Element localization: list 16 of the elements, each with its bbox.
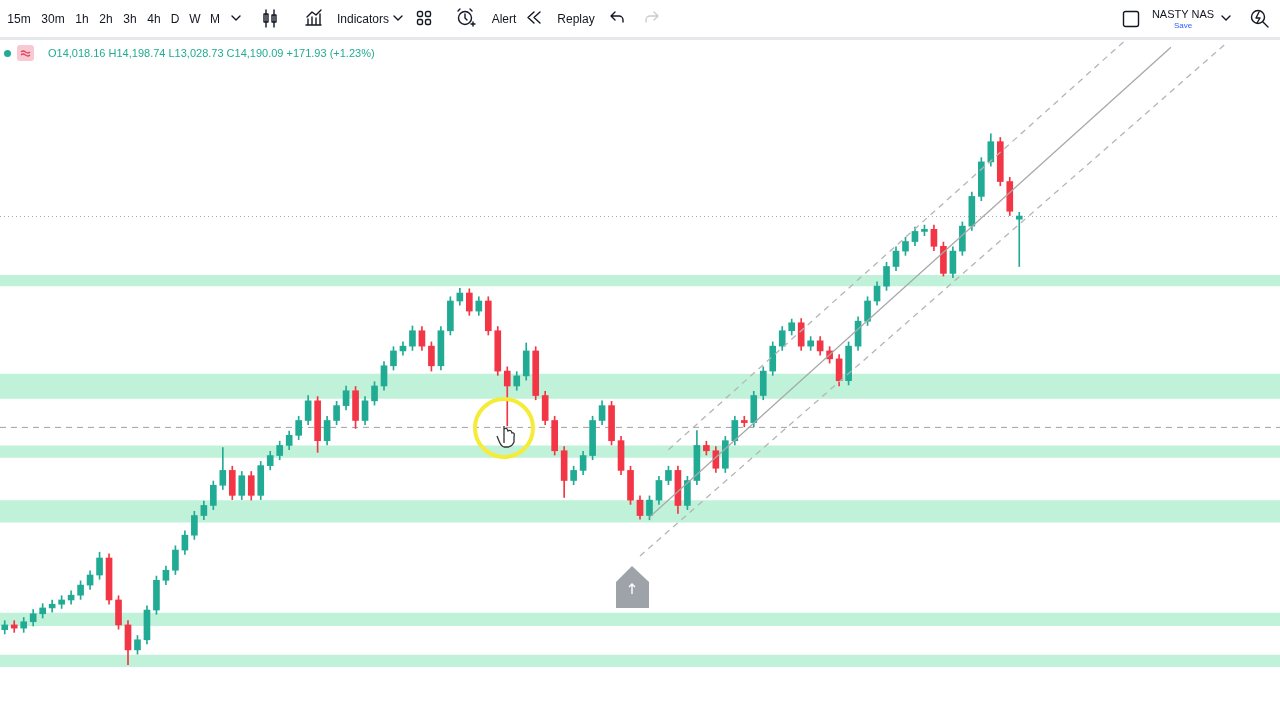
text: 3h	[123, 12, 137, 26]
text: 30m	[41, 12, 65, 26]
text: M	[210, 12, 220, 26]
text: 15m	[7, 12, 31, 26]
text: D	[170, 12, 180, 26]
text: 2h	[99, 12, 113, 26]
text: 4h	[147, 12, 161, 26]
text: Indicators	[336, 12, 390, 26]
text: W	[189, 12, 201, 26]
text: Replay	[557, 12, 595, 26]
text: Alert	[491, 12, 517, 26]
candlestick	[1015, 212, 1023, 267]
chart-subtitle: O14,018.16 H14,198.74 L13,028.73 C14,190.09 +171.93 (+1.23%)	[48, 47, 375, 59]
text: NASTY NAS	[1151, 8, 1215, 20]
text: Save	[1173, 21, 1193, 30]
text: 1h	[75, 12, 89, 26]
